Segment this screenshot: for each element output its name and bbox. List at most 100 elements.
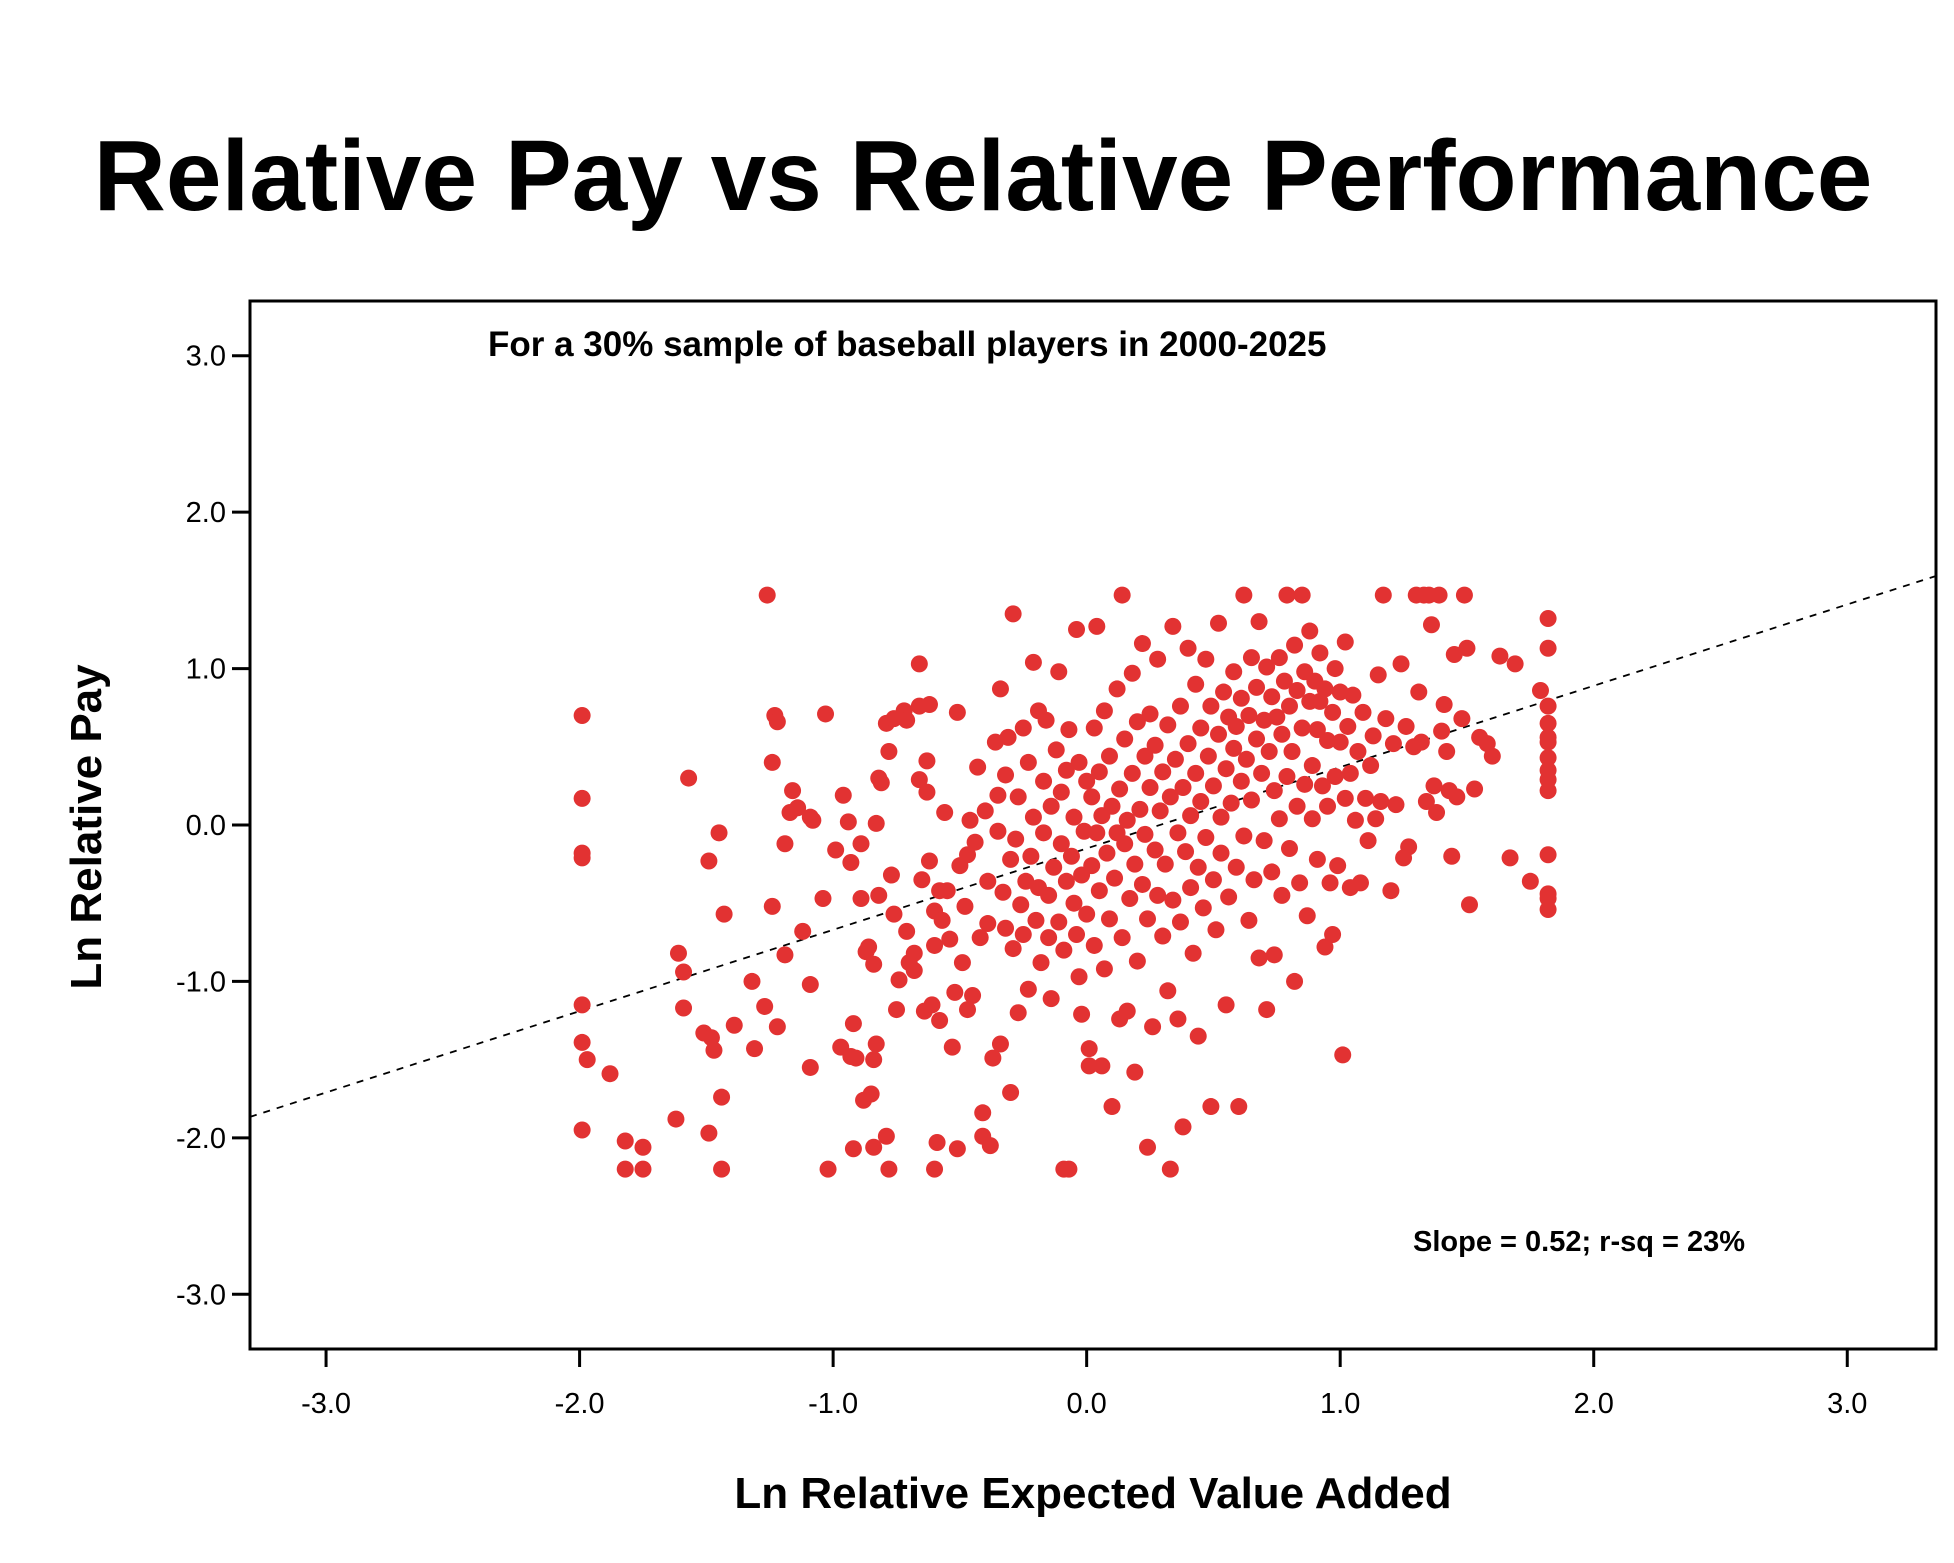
data-point [880,742,898,760]
data-point [905,961,923,979]
data-point [1009,1004,1027,1022]
data-point [1166,750,1184,768]
data-point [1111,780,1129,798]
data-point [1248,730,1266,748]
data-point [1270,810,1288,828]
data-point [1100,747,1118,765]
data-point [1014,719,1032,737]
data-point [1539,846,1557,864]
data-point [1068,620,1086,638]
x-tick-label: -2.0 [555,1388,605,1420]
data-point [842,854,860,872]
data-point [1283,742,1301,760]
data-point [827,841,845,859]
data-point [976,802,994,820]
data-point [675,963,693,981]
data-point [1057,872,1075,890]
data-point [1359,832,1377,850]
data-point [1136,747,1154,765]
data-point [1258,658,1276,676]
data-point [1126,855,1144,873]
data-point [1141,778,1159,796]
data-point [573,849,591,867]
data-point [959,846,977,864]
data-point [1131,800,1149,818]
data-point [1445,646,1463,664]
data-point [1260,742,1278,760]
data-point [1100,910,1118,928]
data-point [1453,710,1471,728]
data-point [1004,605,1022,623]
data-point [1250,949,1268,967]
data-point [1248,678,1266,696]
data-point [1032,954,1050,972]
data-point [1159,716,1177,734]
data-point [933,911,951,929]
data-point [948,1140,966,1158]
data-point [971,929,989,947]
data-point [1204,871,1222,889]
data-point [789,799,807,817]
data-point [1184,944,1202,962]
data-point [938,882,956,900]
data-point [1311,644,1329,662]
data-point [1050,913,1068,931]
data-point [1116,835,1134,853]
data-point [1425,777,1443,795]
data-point [713,1160,731,1178]
data-point [1362,757,1380,775]
plot-frame [248,299,1938,1351]
data-point [1062,847,1080,865]
data-point [1199,747,1217,765]
data-point [956,897,974,915]
data-point [997,766,1015,784]
data-point [573,1033,591,1051]
data-point [1301,622,1319,640]
data-point [981,1137,999,1155]
data-point [1220,888,1238,906]
data-point [1037,711,1055,729]
data-point [1151,802,1169,820]
data-point [1078,772,1096,790]
data-point [1118,1002,1136,1020]
data-point [839,813,857,831]
data-point [1171,913,1189,931]
data-point [715,905,733,923]
data-point [763,897,781,915]
data-point [1308,721,1326,739]
data-point [1280,697,1298,715]
data-point [1052,783,1070,801]
y-tick-label: -3.0 [176,1279,226,1311]
data-point [1539,900,1557,918]
data-point [1242,791,1260,809]
data-point [1288,797,1306,815]
data-point [1433,722,1451,740]
data-point [882,866,900,884]
slope-annotation: Slope = 0.52; r-sq = 23% [1413,1226,1745,1258]
data-point [1027,911,1045,929]
data-point [776,835,794,853]
data-point [1225,739,1243,757]
y-axis-ticks: 3.0 2.0 1.0 0.0 -1.0 -2.0 -3.0 [176,341,250,1311]
data-point [573,1121,591,1139]
data-point [885,905,903,923]
data-point [1501,849,1519,867]
data-point [1324,703,1342,721]
data-point [1521,872,1539,890]
data-point [946,983,964,1001]
data-point [1103,797,1121,815]
data-point [1090,763,1108,781]
data-point [1215,683,1233,701]
data-point [700,852,718,870]
data-point [1095,960,1113,978]
data-point [1344,686,1362,704]
data-point [1313,777,1331,795]
data-point [1225,663,1243,681]
data-point [1227,858,1245,876]
x-tick-label: 1.0 [1320,1388,1360,1420]
data-point [1047,741,1065,759]
data-point [1002,850,1020,868]
data-point [1179,639,1197,657]
data-point [573,789,591,807]
data-point [1240,707,1258,725]
